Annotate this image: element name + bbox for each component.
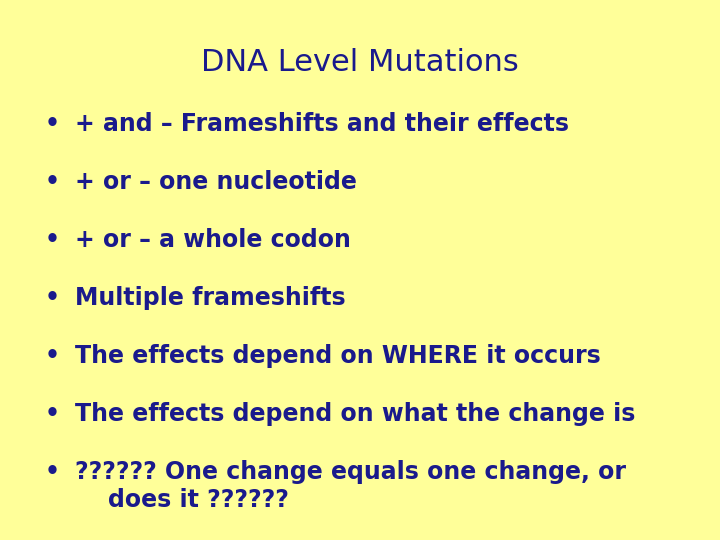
Text: •: • [45, 228, 60, 252]
Text: + or – one nucleotide: + or – one nucleotide [75, 170, 357, 194]
Text: Multiple frameshifts: Multiple frameshifts [75, 286, 346, 310]
Text: DNA Level Mutations: DNA Level Mutations [201, 48, 519, 77]
Text: The effects depend on what the change is: The effects depend on what the change is [75, 402, 635, 426]
Text: •: • [45, 170, 60, 194]
Text: •: • [45, 460, 60, 484]
Text: The effects depend on WHERE it occurs: The effects depend on WHERE it occurs [75, 344, 600, 368]
Text: •: • [45, 344, 60, 368]
Text: •: • [45, 286, 60, 310]
Text: + and – Frameshifts and their effects: + and – Frameshifts and their effects [75, 112, 569, 136]
Text: ?????? One change equals one change, or
    does it ??????: ?????? One change equals one change, or … [75, 460, 626, 512]
Text: •: • [45, 112, 60, 136]
Text: •: • [45, 402, 60, 426]
Text: + or – a whole codon: + or – a whole codon [75, 228, 351, 252]
